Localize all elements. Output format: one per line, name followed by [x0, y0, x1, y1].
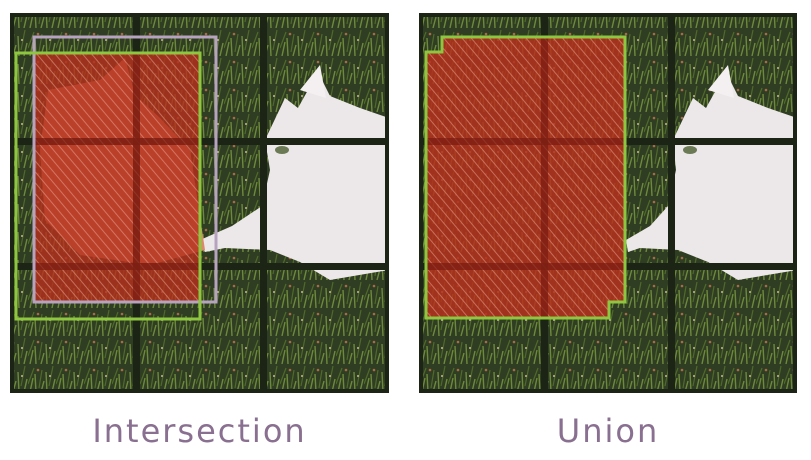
- intersection-panel: [10, 13, 389, 393]
- intersection-region: [34, 53, 200, 302]
- caption-union: Union: [556, 412, 660, 450]
- caption-intersection: Intersection: [92, 412, 307, 450]
- union-outline: [424, 35, 627, 320]
- predicted-box: [14, 51, 202, 321]
- ground-truth-box: [32, 35, 218, 304]
- white-cat-left: [200, 65, 389, 280]
- union-region: [426, 37, 625, 318]
- union-panel: [419, 13, 797, 393]
